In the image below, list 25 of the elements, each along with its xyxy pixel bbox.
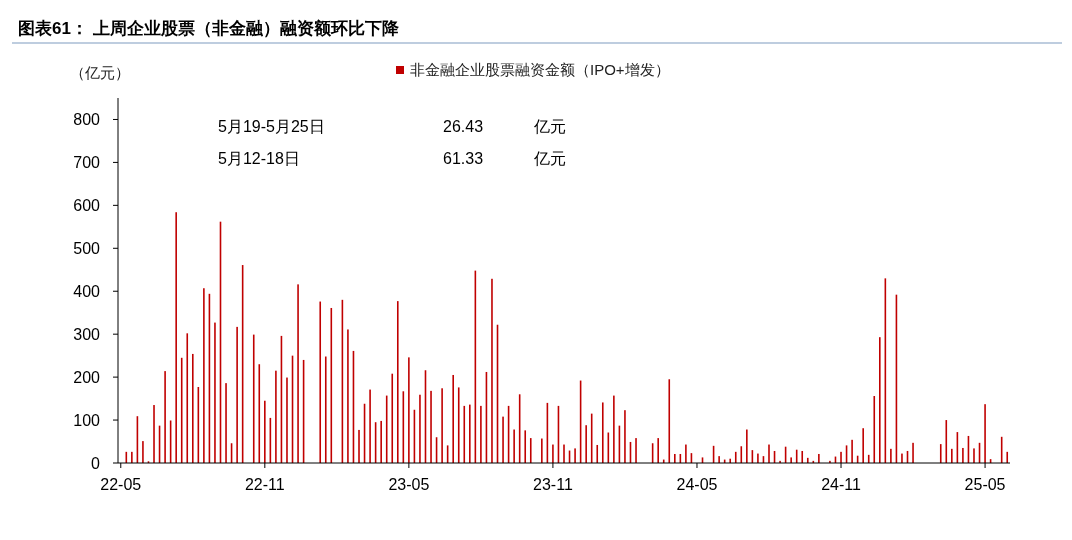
x-tick-label: 23-11 — [533, 476, 573, 493]
y-tick-label: 800 — [73, 111, 101, 129]
y-tick-label: 400 — [73, 282, 101, 300]
y-tick-label: 300 — [73, 325, 101, 343]
y-tick-label: 100 — [73, 411, 101, 429]
y-tick-label: 500 — [73, 239, 101, 257]
x-tick-label: 24-05 — [676, 476, 718, 493]
annotation: 26.43 — [443, 118, 484, 135]
y-tick-label: 0 — [91, 454, 101, 472]
annotation: 61.33 — [443, 150, 484, 167]
legend-label: 非金融企业股票融资金额（IPO+增发） — [410, 61, 670, 78]
annotation: 亿元 — [533, 118, 566, 135]
y-axis-title: （亿元） — [70, 64, 130, 81]
chart-title: 图表61： 上周企业股票（非金融）融资额环比下降 — [18, 19, 400, 38]
annotation: 亿元 — [533, 150, 566, 167]
x-tick-label: 23-05 — [388, 476, 430, 493]
x-tick-label: 22-11 — [244, 476, 285, 493]
x-tick-label: 22-05 — [100, 476, 142, 493]
y-tick-label: 200 — [73, 368, 101, 386]
annotation: 5月12-18日 — [218, 150, 300, 167]
x-tick-label: 25-05 — [964, 476, 1006, 493]
y-tick-label: 600 — [73, 196, 101, 214]
y-tick-label: 700 — [73, 154, 101, 172]
annotation: 5月19-5月25日 — [218, 118, 325, 135]
x-tick-label: 24-11 — [821, 476, 861, 493]
